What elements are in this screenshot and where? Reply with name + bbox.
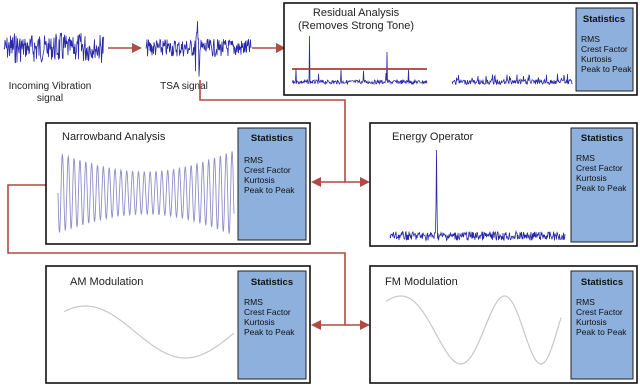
connector-tsa-down xyxy=(199,80,370,187)
energy-operator-panel: Energy Operator Statistics RMS Crest Fac… xyxy=(369,122,638,247)
narrowband-stats-box xyxy=(237,127,307,241)
energy-stat-kurtosis: Kurtosis xyxy=(576,173,607,183)
fm-stat-peak-to-peak: Peak to Peak xyxy=(576,327,627,337)
am-stat-peak-to-peak: Peak to Peak xyxy=(244,327,295,337)
fm-stat-kurtosis: Kurtosis xyxy=(576,317,607,327)
fm-stat-rms: RMS xyxy=(576,297,595,307)
energy-stats-box xyxy=(570,127,634,243)
narrowband-stats-title: Statistics xyxy=(251,133,293,144)
am-stat-rms: RMS xyxy=(244,297,263,307)
residual-analysis-panel: Residual Analysis (Removes Strong Tone) … xyxy=(283,2,638,96)
tsa-signal xyxy=(145,21,252,77)
narrowband-waveform xyxy=(57,151,235,234)
narrowband-stat-peak-to-peak: Peak to Peak xyxy=(244,185,295,195)
residual-stat-peak-to-peak: Peak to Peak xyxy=(581,64,632,74)
connector-narrowband-to-modulation xyxy=(7,184,370,330)
energy-operator-waveform xyxy=(389,149,566,242)
incoming-signal-waveform xyxy=(3,32,105,64)
narrowband-stat-kurtosis: Kurtosis xyxy=(244,175,275,185)
residual-stat-crest-factor: Crest Factor xyxy=(581,44,628,54)
fm-title: FM Modulation xyxy=(385,276,458,288)
residual-stats-box xyxy=(575,7,634,92)
am-title: AM Modulation xyxy=(70,276,143,288)
am-stat-kurtosis: Kurtosis xyxy=(244,317,275,327)
fm-stat-crest-factor: Crest Factor xyxy=(576,307,623,317)
residual-waveform-tone-removed xyxy=(451,73,573,86)
residual-stat-kurtosis: Kurtosis xyxy=(581,54,612,64)
fm-stats-title: Statistics xyxy=(581,277,623,288)
residual-title-line2: (Removes Strong Tone) xyxy=(298,20,414,32)
residual-waveform-with-tone xyxy=(291,35,428,86)
incoming-signal-label-line1: Incoming Vibration xyxy=(9,81,92,92)
incoming-vibration-signal xyxy=(3,32,105,64)
flow-arrows xyxy=(7,43,370,330)
energy-stats-title: Statistics xyxy=(581,133,623,144)
tsa-signal-label: TSA signal xyxy=(160,81,208,92)
residual-stats-title: Statistics xyxy=(583,14,625,25)
narrowband-analysis-panel: Narrowband Analysis Statistics RMS Crest… xyxy=(45,122,311,245)
narrowband-title: Narrowband Analysis xyxy=(62,131,166,143)
energy-stat-peak-to-peak: Peak to Peak xyxy=(576,183,627,193)
energy-stat-rms: RMS xyxy=(576,153,595,163)
narrowband-stat-rms: RMS xyxy=(244,155,263,165)
incoming-signal-label-line2: signal xyxy=(37,93,63,104)
am-stat-crest-factor: Crest Factor xyxy=(244,307,291,317)
am-stats-title: Statistics xyxy=(251,277,293,288)
narrowband-stat-crest-factor: Crest Factor xyxy=(244,165,291,175)
energy-stat-crest-factor: Crest Factor xyxy=(576,163,623,173)
tsa-signal-waveform xyxy=(145,21,252,77)
residual-title-line1: Residual Analysis xyxy=(313,7,400,19)
fm-modulation-panel: FM Modulation Statistics RMS Crest Facto… xyxy=(369,265,638,384)
energy-title: Energy Operator xyxy=(392,131,474,143)
am-modulation-curve xyxy=(63,305,235,359)
fm-modulation-curve xyxy=(385,295,562,365)
residual-stat-rms: RMS xyxy=(581,34,600,44)
am-stats-box xyxy=(237,270,307,380)
am-modulation-panel: AM Modulation Statistics RMS Crest Facto… xyxy=(45,265,311,384)
fm-stats-box xyxy=(570,270,634,380)
